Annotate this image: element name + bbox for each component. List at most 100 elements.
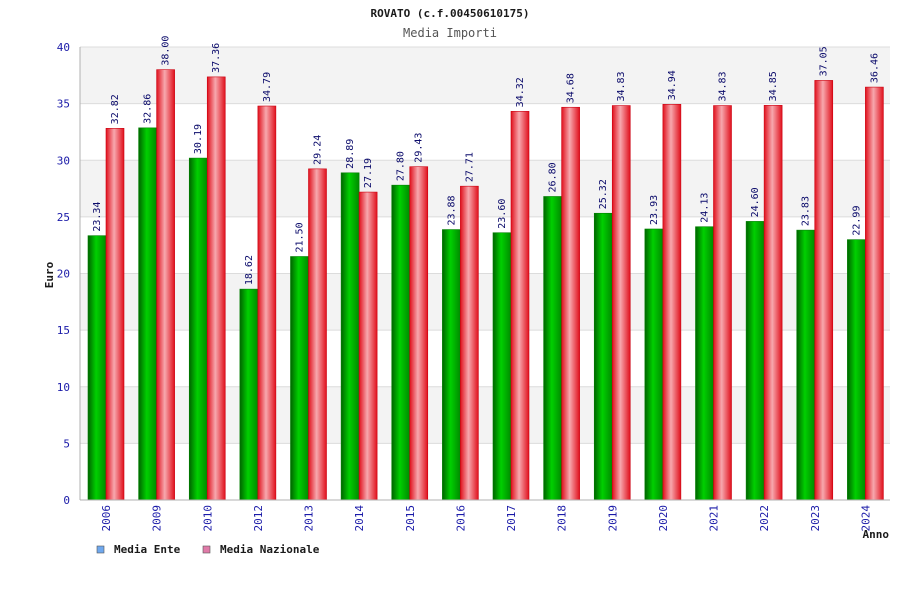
x-tick-label: 2021 xyxy=(708,505,721,532)
legend-swatch-media-nazionale xyxy=(202,545,211,554)
bar-media-nazionale-2019 xyxy=(611,105,631,501)
x-tick-label: 2018 xyxy=(556,505,569,532)
value-label: 37.36 xyxy=(211,43,222,73)
value-label: 22.99 xyxy=(851,206,862,236)
bar-media-nazionale-2016 xyxy=(460,185,479,501)
bar-media-nazionale-2017 xyxy=(510,111,530,501)
bar-media-ente-2022 xyxy=(745,221,765,501)
value-label: 34.83 xyxy=(718,71,729,101)
bar-media-ente-2020 xyxy=(644,228,664,501)
value-label: 29.43 xyxy=(414,133,425,163)
bar-media-nazionale-2020 xyxy=(662,104,682,501)
value-label: 34.83 xyxy=(616,71,627,101)
value-label: 23.88 xyxy=(446,195,457,225)
x-tick-label: 2023 xyxy=(809,505,822,532)
bar-media-ente-2010 xyxy=(188,157,208,501)
bar-media-nazionale-2018 xyxy=(561,106,580,501)
bar-media-ente-2014 xyxy=(340,172,360,501)
y-tick-label: 20 xyxy=(57,268,70,281)
legend-label-media-ente: Media Ente xyxy=(114,543,181,556)
bar-media-nazionale-2014 xyxy=(358,191,378,501)
y-tick-labels: 0 5 10 15 20 25 30 35 40 xyxy=(57,41,70,507)
value-label: 23.34 xyxy=(92,202,103,232)
value-label: 27.19 xyxy=(363,158,374,188)
x-tick-label: 2013 xyxy=(303,505,316,532)
bar-media-ente-2013 xyxy=(290,256,309,501)
x-tick-label: 2024 xyxy=(859,505,872,532)
chart-subtitle: Media Importi xyxy=(403,26,497,40)
legend: Media Ente Media Nazionale xyxy=(96,543,320,556)
bar-media-ente-2017 xyxy=(492,232,512,501)
value-label: 24.60 xyxy=(750,187,761,217)
bar-media-nazionale-2015 xyxy=(409,166,429,501)
bar-media-ente-2015 xyxy=(391,184,411,501)
value-label: 23.93 xyxy=(649,195,660,225)
x-tick-label: 2010 xyxy=(201,505,214,532)
value-label: 23.60 xyxy=(497,199,508,229)
x-tick-label: 2009 xyxy=(151,505,164,532)
bar-media-nazionale-2024 xyxy=(865,86,884,501)
bar-media-ente-2024 xyxy=(847,239,866,501)
x-tick-label: 2014 xyxy=(353,505,366,532)
value-label: 38.00 xyxy=(161,36,172,66)
y-tick-label: 40 xyxy=(57,41,70,54)
value-label: 25.32 xyxy=(598,179,609,209)
bar-media-nazionale-2022 xyxy=(763,105,783,501)
y-tick-label: 35 xyxy=(57,98,70,111)
value-label: 26.80 xyxy=(548,162,559,192)
bar-media-nazionale-2013 xyxy=(308,168,327,501)
x-tick-label: 2017 xyxy=(505,505,518,532)
value-label: 34.79 xyxy=(262,72,273,102)
bar-media-nazionale-2023 xyxy=(814,80,834,501)
value-label: 27.71 xyxy=(464,152,475,182)
bar-media-nazionale-2009 xyxy=(156,69,175,501)
value-label: 34.68 xyxy=(566,73,577,103)
bar-media-ente-2023 xyxy=(796,229,816,501)
y-tick-label: 25 xyxy=(57,211,70,224)
bar-media-ente-2009 xyxy=(138,127,157,501)
x-tick-label: 2019 xyxy=(606,505,619,532)
x-tick-label: 2020 xyxy=(657,505,670,532)
value-label: 21.50 xyxy=(295,222,306,252)
bar-media-ente-2006 xyxy=(87,235,107,501)
x-tick-label: 2012 xyxy=(252,505,265,532)
bars-layer xyxy=(87,69,884,501)
x-tick-label: 2022 xyxy=(758,505,771,532)
value-label: 24.13 xyxy=(700,193,711,223)
value-label: 29.24 xyxy=(313,135,324,165)
bar-media-ente-2016 xyxy=(442,229,461,501)
value-label: 30.19 xyxy=(193,124,204,154)
value-label: 27.80 xyxy=(396,151,407,181)
bar-media-nazionale-2021 xyxy=(713,105,732,501)
chart-title: ROVATO (c.f.00450610175) xyxy=(371,7,530,20)
value-label: 34.94 xyxy=(667,70,678,100)
y-tick-label: 15 xyxy=(57,324,70,337)
value-labels-layer: 23.34 32.82 32.86 38.00 30.19 37.36 18.62 34.79… xyxy=(92,36,880,286)
y-tick-label: 0 xyxy=(63,494,70,507)
bar-media-nazionale-2012 xyxy=(257,105,277,501)
value-label: 18.62 xyxy=(244,255,255,285)
bar-media-nazionale-2010 xyxy=(206,76,226,501)
legend-label-media-nazionale: Media Nazionale xyxy=(220,543,320,556)
bar-media-ente-2012 xyxy=(239,288,259,501)
x-tick-label: 2015 xyxy=(404,505,417,532)
y-tick-label: 5 xyxy=(63,437,70,450)
value-label: 34.85 xyxy=(768,71,779,101)
x-tick-labels: 2006 2009 2010 2012 2013 2014 2015 2016 2017 2018… xyxy=(100,505,872,532)
axes-layer xyxy=(79,47,890,501)
y-axis-title: Euro xyxy=(43,261,56,288)
y-tick-label: 30 xyxy=(57,154,70,167)
value-label: 28.89 xyxy=(345,139,356,169)
value-label: 23.83 xyxy=(801,196,812,226)
x-tick-label: 2016 xyxy=(454,505,467,532)
bar-media-ente-2019 xyxy=(593,212,613,501)
bar-media-ente-2018 xyxy=(543,196,562,501)
value-label: 32.86 xyxy=(143,94,154,124)
value-label: 37.05 xyxy=(819,46,830,76)
value-label: 32.82 xyxy=(110,94,121,124)
x-axis-title: Anno xyxy=(863,528,890,541)
value-label: 34.32 xyxy=(515,77,526,107)
value-label: 36.46 xyxy=(869,53,880,83)
